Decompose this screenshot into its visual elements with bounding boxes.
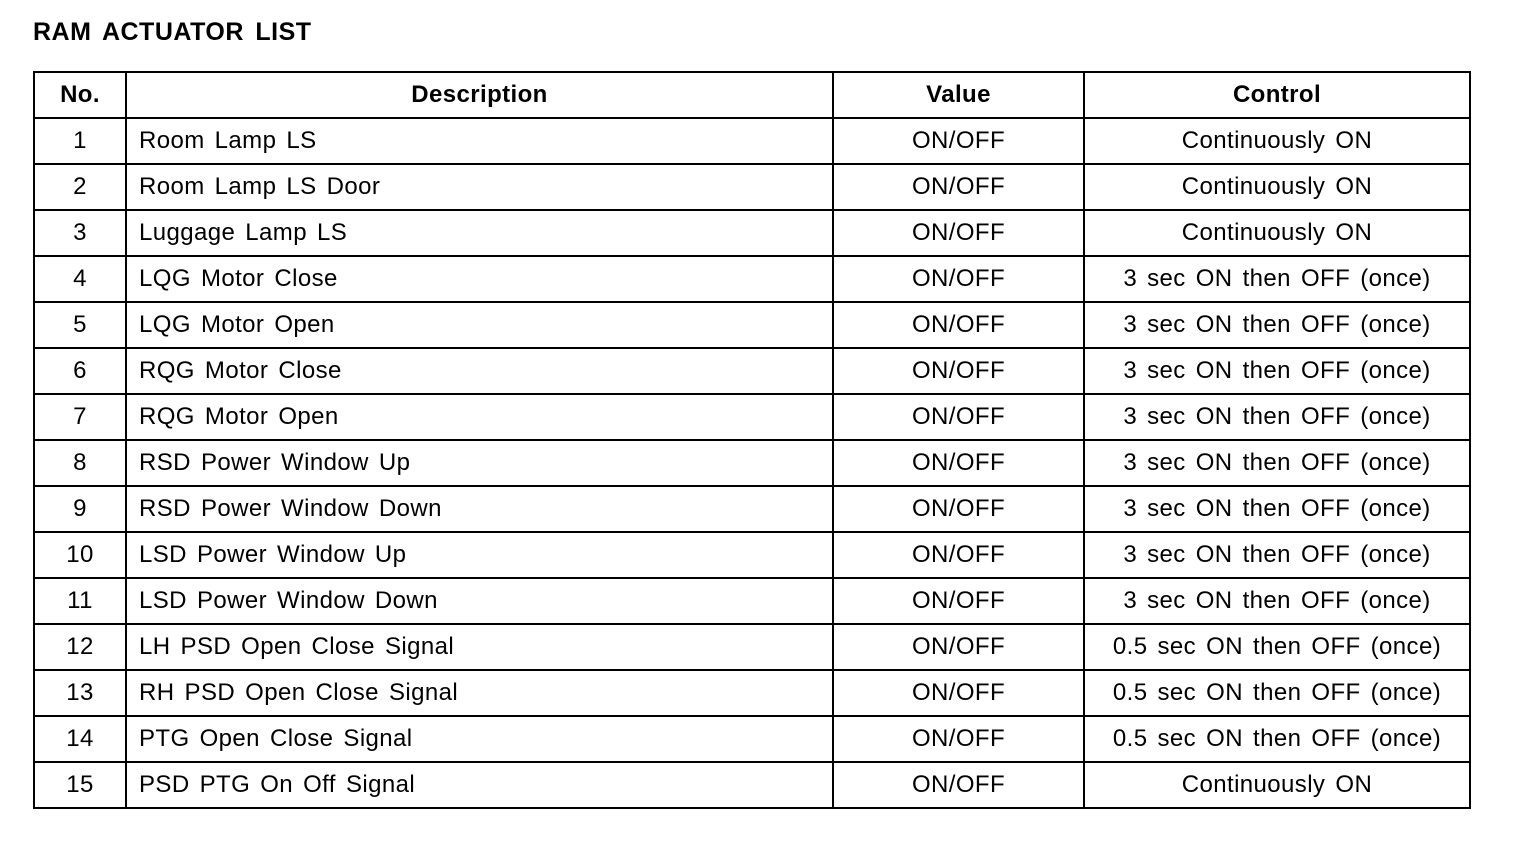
cell-no: 13	[33, 669, 127, 717]
table-row: 14 PTG Open Close Signal ON/OFF 0.5 sec ON …	[33, 715, 1471, 763]
cell-value: ON/OFF	[832, 439, 1085, 487]
table-row: 13 RH PSD Open Close Signal ON/OFF 0.5 sec …	[33, 669, 1471, 717]
cell-description: LSD Power Window Down	[125, 577, 834, 625]
page-title: RAM ACTUATOR LIST	[33, 18, 312, 46]
cell-value: ON/OFF	[832, 163, 1085, 211]
cell-no: 6	[33, 347, 127, 395]
table-row: 8 RSD Power Window Up ON/OFF 3 sec ON then …	[33, 439, 1471, 487]
cell-value: ON/OFF	[832, 485, 1085, 533]
table-row: 12 LH PSD Open Close Signal ON/OFF 0.5 sec …	[33, 623, 1471, 671]
cell-description: LQG Motor Close	[125, 255, 834, 303]
cell-no: 10	[33, 531, 127, 579]
cell-value: ON/OFF	[832, 623, 1085, 671]
cell-description: Room Lamp LS	[125, 117, 834, 165]
table-row: 6 RQG Motor Close ON/OFF 3 sec ON then OFF …	[33, 347, 1471, 395]
table-row: 7 RQG Motor Open ON/OFF 3 sec ON then OFF (…	[33, 393, 1471, 441]
cell-no: 11	[33, 577, 127, 625]
table-row: 4 LQG Motor Close ON/OFF 3 sec ON then OFF …	[33, 255, 1471, 303]
cell-control: 3 sec ON then OFF (once)	[1083, 531, 1471, 579]
cell-description: RQG Motor Close	[125, 347, 834, 395]
cell-control: 3 sec ON then OFF (once)	[1083, 393, 1471, 441]
cell-no: 1	[33, 117, 127, 165]
cell-control: 0.5 sec ON then OFF (once)	[1083, 669, 1471, 717]
cell-control: Continuously ON	[1083, 209, 1471, 257]
cell-no: 7	[33, 393, 127, 441]
cell-value: ON/OFF	[832, 715, 1085, 763]
table-row: 10 LSD Power Window Up ON/OFF 3 sec ON then…	[33, 531, 1471, 579]
table-row: 5 LQG Motor Open ON/OFF 3 sec ON then OFF (…	[33, 301, 1471, 349]
cell-description: PSD PTG On Off Signal	[125, 761, 834, 809]
cell-value: ON/OFF	[832, 669, 1085, 717]
cell-description: RQG Motor Open	[125, 393, 834, 441]
cell-no: 4	[33, 255, 127, 303]
cell-value: ON/OFF	[832, 209, 1085, 257]
cell-description: LQG Motor Open	[125, 301, 834, 349]
table-row: 2 Room Lamp LS Door ON/OFF Continuously ON	[33, 163, 1471, 211]
cell-description: Room Lamp LS Door	[125, 163, 834, 211]
cell-no: 8	[33, 439, 127, 487]
table-row: 3 Luggage Lamp LS ON/OFF Continuously ON	[33, 209, 1471, 257]
cell-control: 0.5 sec ON then OFF (once)	[1083, 623, 1471, 671]
cell-control: 3 sec ON then OFF (once)	[1083, 301, 1471, 349]
cell-description: Luggage Lamp LS	[125, 209, 834, 257]
cell-control: 3 sec ON then OFF (once)	[1083, 439, 1471, 487]
cell-description: RH PSD Open Close Signal	[125, 669, 834, 717]
header-value: Value	[832, 71, 1085, 119]
cell-value: ON/OFF	[832, 347, 1085, 395]
cell-value: ON/OFF	[832, 301, 1085, 349]
table-row: 15 PSD PTG On Off Signal ON/OFF Continuousl…	[33, 761, 1471, 809]
table-row: 9 RSD Power Window Down ON/OFF 3 sec ON the…	[33, 485, 1471, 533]
cell-value: ON/OFF	[832, 255, 1085, 303]
cell-no: 2	[33, 163, 127, 211]
cell-control: Continuously ON	[1083, 761, 1471, 809]
cell-no: 9	[33, 485, 127, 533]
cell-no: 12	[33, 623, 127, 671]
cell-no: 14	[33, 715, 127, 763]
table-row: 11 LSD Power Window Down ON/OFF 3 sec ON th…	[33, 577, 1471, 625]
cell-control: 3 sec ON then OFF (once)	[1083, 577, 1471, 625]
header-no: No.	[33, 71, 127, 119]
cell-description: RSD Power Window Up	[125, 439, 834, 487]
cell-control: Continuously ON	[1083, 117, 1471, 165]
cell-control: 3 sec ON then OFF (once)	[1083, 255, 1471, 303]
cell-value: ON/OFF	[832, 531, 1085, 579]
actuator-table: No. Description Value Control 1 Room Lamp…	[33, 71, 1471, 809]
cell-no: 5	[33, 301, 127, 349]
cell-control: 3 sec ON then OFF (once)	[1083, 485, 1471, 533]
cell-no: 3	[33, 209, 127, 257]
header-control: Control	[1083, 71, 1471, 119]
table-header-row: No. Description Value Control	[33, 71, 1471, 119]
cell-value: ON/OFF	[832, 577, 1085, 625]
cell-no: 15	[33, 761, 127, 809]
cell-description: LH PSD Open Close Signal	[125, 623, 834, 671]
table-row: 1 Room Lamp LS ON/OFF Continuously ON	[33, 117, 1471, 165]
cell-control: 3 sec ON then OFF (once)	[1083, 347, 1471, 395]
cell-value: ON/OFF	[832, 117, 1085, 165]
cell-value: ON/OFF	[832, 393, 1085, 441]
cell-description: PTG Open Close Signal	[125, 715, 834, 763]
cell-control: 0.5 sec ON then OFF (once)	[1083, 715, 1471, 763]
cell-control: Continuously ON	[1083, 163, 1471, 211]
cell-description: RSD Power Window Down	[125, 485, 834, 533]
header-description: Description	[125, 71, 834, 119]
cell-value: ON/OFF	[832, 761, 1085, 809]
cell-description: LSD Power Window Up	[125, 531, 834, 579]
